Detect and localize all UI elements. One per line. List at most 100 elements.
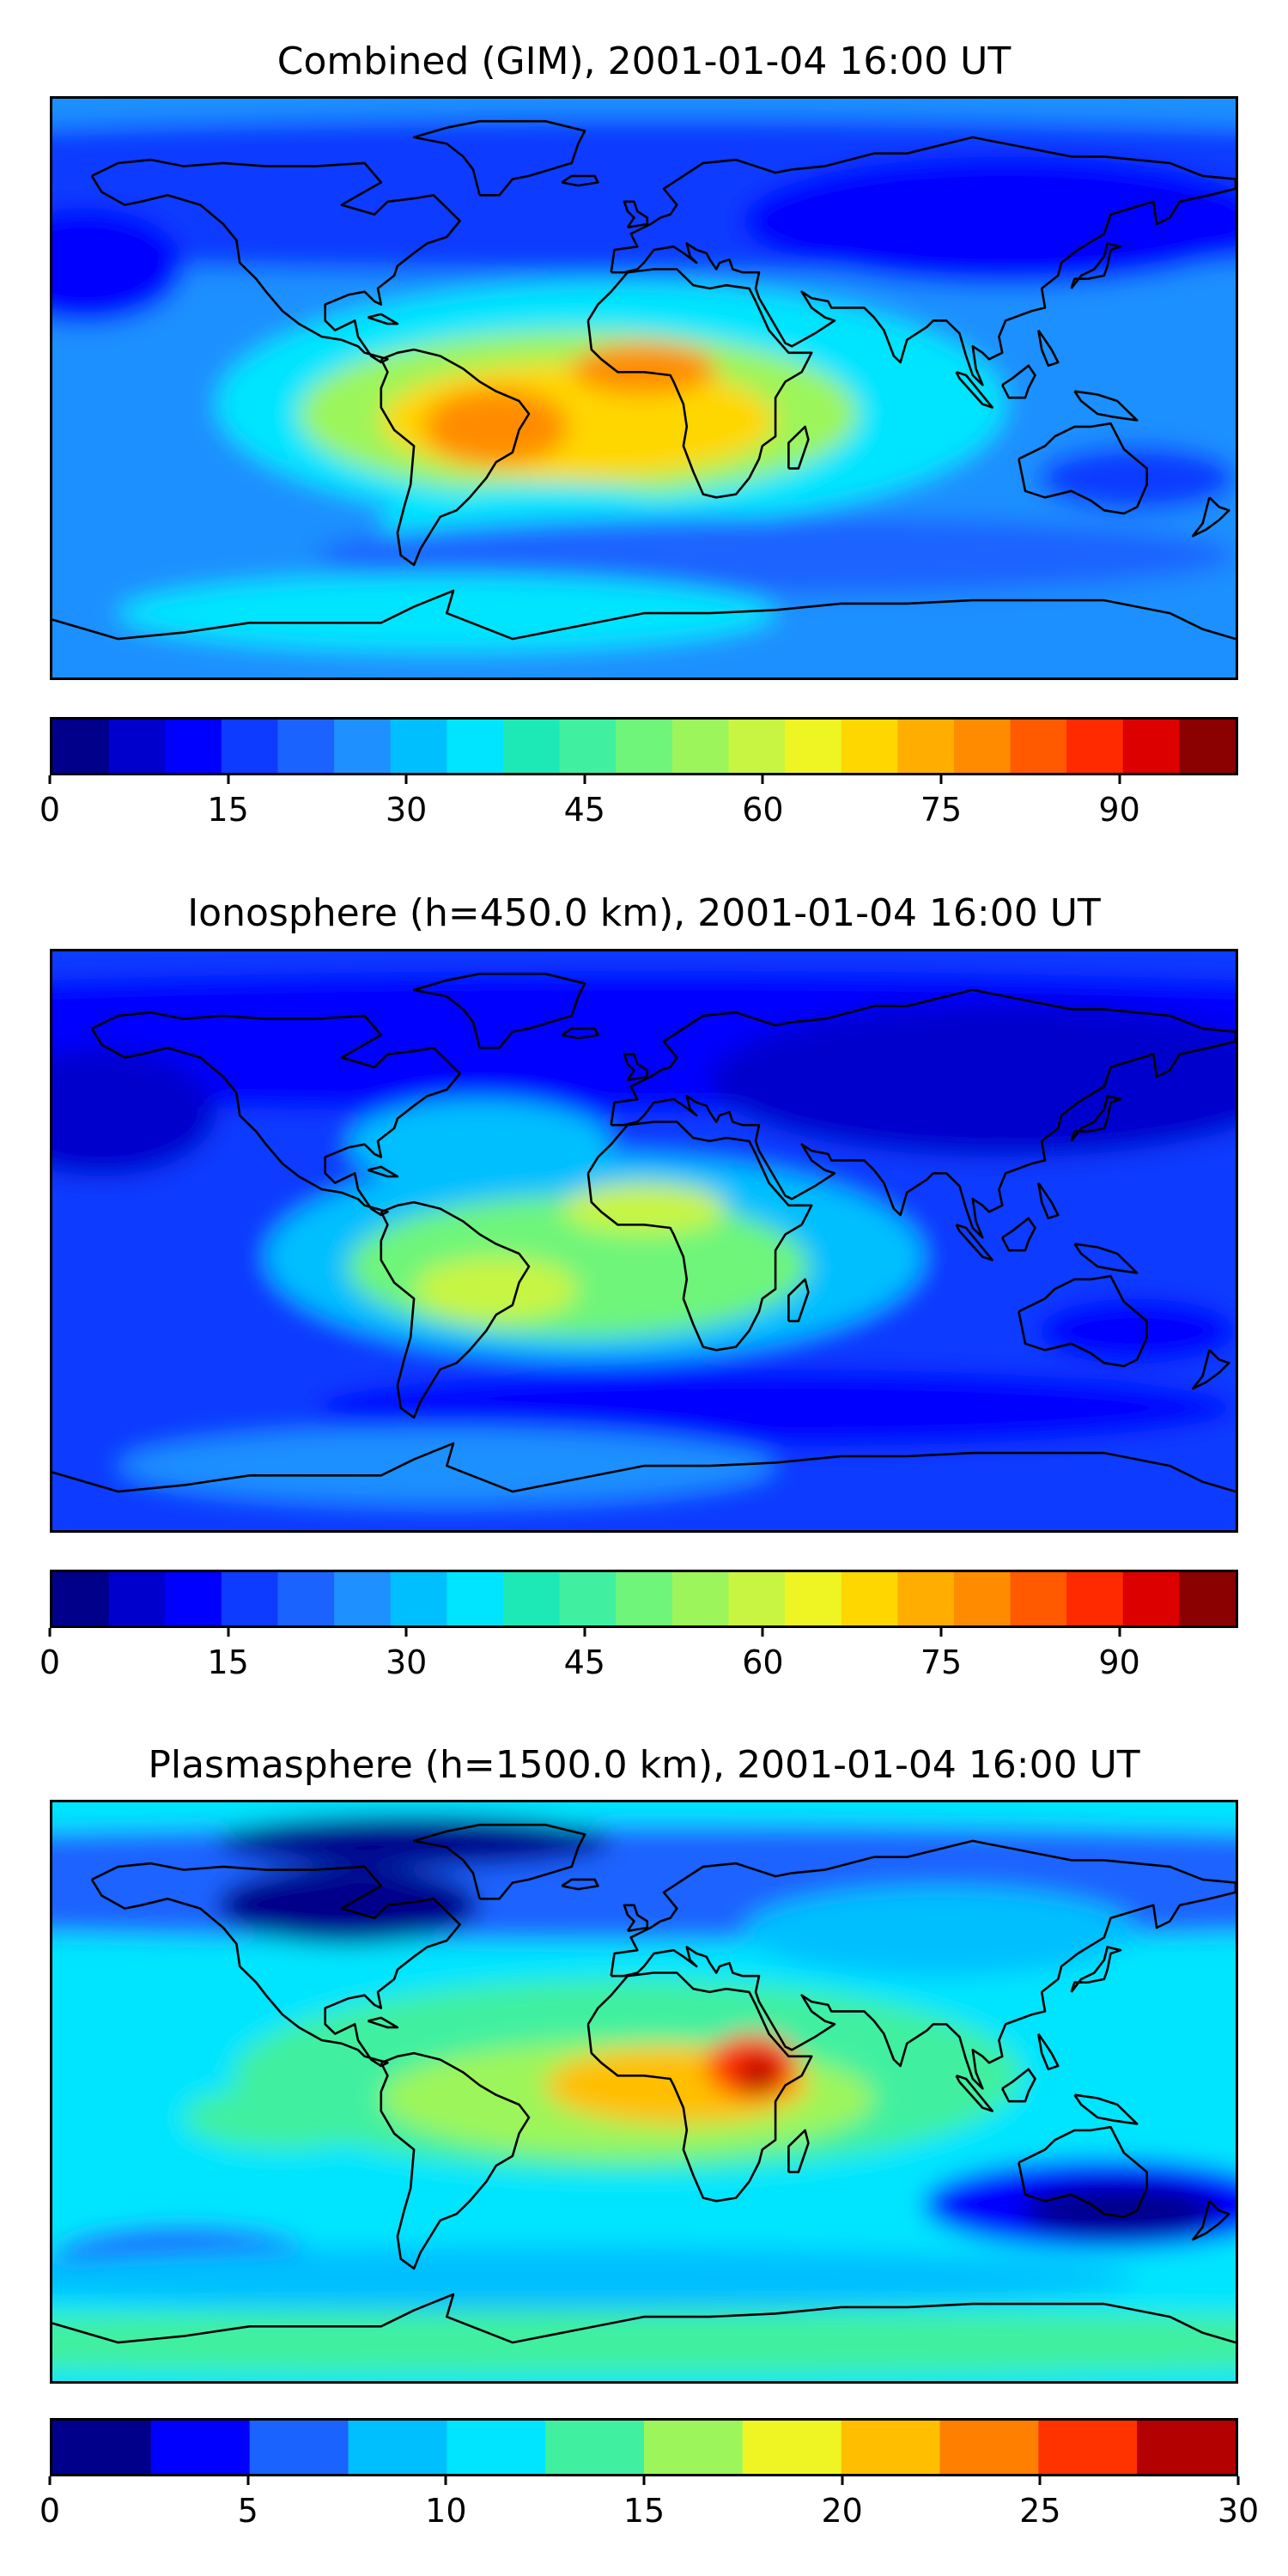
coastline-10 xyxy=(1073,1242,1139,1274)
coastline-0 xyxy=(90,1011,461,1217)
coastline-4 xyxy=(1018,2125,1148,2219)
panel-title-combined: Combined (GIM), 2001-01-04 16:00 UT xyxy=(276,39,1012,83)
colorbar-segment-11 xyxy=(671,720,730,773)
colorbar-tick-2 xyxy=(404,775,408,784)
coastline-7 xyxy=(412,972,586,1049)
field-south-america-crest xyxy=(414,1256,579,1321)
colorbar-ticks-plasmasphere: 0 5 10 15 20 25 30 xyxy=(39,2476,1259,2531)
colorbar-segment-19 xyxy=(1122,720,1180,773)
colorbar-tick-label-1: 15 xyxy=(207,1643,249,1681)
coastlines xyxy=(52,1823,1236,2344)
coastline-1 xyxy=(380,1200,531,1419)
field-australia-core xyxy=(1022,2184,1219,2237)
colorbar-segment-2 xyxy=(165,720,222,773)
colorbar-segment-17 xyxy=(1010,1572,1067,1625)
colorbar-segment-3 xyxy=(221,1572,279,1625)
coastline-5 xyxy=(623,1904,649,1933)
colorbar-segment-12 xyxy=(728,1572,786,1625)
colorbar-segment-16 xyxy=(953,1572,1012,1625)
colorbar-segment-1 xyxy=(108,1572,166,1625)
colorbar-tick-1 xyxy=(227,1628,230,1637)
coastline-16 xyxy=(1037,2032,1060,2071)
field-africa-crest xyxy=(562,1182,726,1235)
colorbar-tick-label-6: 90 xyxy=(1098,1643,1140,1681)
colorbar-segment-16 xyxy=(953,720,1012,773)
coastline-2 xyxy=(586,268,813,499)
colorbar-segment-7 xyxy=(447,1572,504,1625)
coastline-0 xyxy=(90,158,461,364)
colorbar-tick-4 xyxy=(761,775,764,784)
coastline-6 xyxy=(1070,1095,1122,1142)
colorbar-segment-11 xyxy=(1137,2421,1236,2474)
map-combined-plot xyxy=(52,99,1236,677)
coastline-6 xyxy=(1070,242,1122,289)
field-pacific-west-trough xyxy=(52,208,185,325)
colorbar-segment-2 xyxy=(249,2421,349,2474)
coastlines xyxy=(52,972,1236,1493)
coastline-12 xyxy=(561,1027,599,1040)
colorbar-tick-4 xyxy=(761,1628,764,1637)
coastline-9 xyxy=(1001,364,1036,399)
colorbar-segment-13 xyxy=(785,1572,842,1625)
colorbar-segment-1 xyxy=(108,720,166,773)
coastline-7 xyxy=(412,119,586,197)
colorbar-tick-3 xyxy=(583,1628,586,1637)
colorbar-tick-5 xyxy=(939,1628,943,1637)
colorbar-tick-0 xyxy=(48,775,52,784)
coastline-14 xyxy=(1191,1349,1230,1390)
colorbar-segment-7 xyxy=(742,2421,842,2474)
colorbar-segment-6 xyxy=(644,2421,744,2474)
colorbar-segment-8 xyxy=(502,1572,561,1625)
coastline-1 xyxy=(380,2051,531,2270)
tec-field xyxy=(52,951,1236,1530)
colorbar-segment-12 xyxy=(728,720,786,773)
colorbar-segment-19 xyxy=(1122,1572,1180,1625)
colorbar-tick-1 xyxy=(246,2476,250,2485)
field-south-america-peak xyxy=(423,388,568,465)
coastline-15 xyxy=(368,2016,399,2029)
colorbar-segment-9 xyxy=(559,720,617,773)
coastlines xyxy=(52,119,1236,641)
field-south-band xyxy=(52,2245,1137,2311)
colorbar-segment-20 xyxy=(1179,720,1236,773)
colorbar-tick-6 xyxy=(1118,1628,1121,1637)
colorbar-tick-label-6: 30 xyxy=(1217,2492,1260,2530)
colorbar-segment-5 xyxy=(334,720,392,773)
colorbar-tick-label-1: 15 xyxy=(207,791,249,829)
field-east-africa-peak xyxy=(739,2056,779,2095)
colorbar-tick-label-1: 5 xyxy=(237,2492,258,2530)
field-south-band xyxy=(315,1369,1236,1447)
colorbar-ticks-ionosphere: 0 15 30 45 60 75 90 xyxy=(39,1628,1238,1683)
coastline-15 xyxy=(368,313,399,325)
colorbar-tick-label-5: 75 xyxy=(920,1643,963,1681)
colorbar-tick-1 xyxy=(227,775,230,784)
colorbar-segment-13 xyxy=(785,720,842,773)
colorbar-plasmasphere xyxy=(50,2418,1238,2476)
coastline-11 xyxy=(787,2129,810,2173)
field-pacific-west-trough xyxy=(52,1048,217,1177)
colorbar-segment-14 xyxy=(841,1572,898,1625)
coastline-2 xyxy=(586,1121,813,1352)
colorbar-tick-0 xyxy=(48,2476,52,2485)
colorbar-tick-3 xyxy=(642,2476,646,2485)
coastline-5 xyxy=(623,1053,649,1082)
field-asia-trough xyxy=(709,1002,1236,1157)
colorbar-ionosphere xyxy=(50,1570,1238,1628)
colorbar-segment-3 xyxy=(221,720,279,773)
colorbar-tick-4 xyxy=(841,2476,844,2485)
coastline-3 xyxy=(610,1839,1236,2090)
coastline-0 xyxy=(90,1862,461,2068)
colorbar-tick-5 xyxy=(939,775,943,784)
field-australia-low xyxy=(1038,1298,1236,1364)
colorbar-segment-4 xyxy=(447,2421,546,2474)
colorbar-tick-label-5: 25 xyxy=(1019,2492,1061,2530)
colorbar-tick-5 xyxy=(1038,2476,1042,2485)
field-australia-low xyxy=(1038,446,1236,511)
colorbar-segment-6 xyxy=(390,720,447,773)
field-antarctica xyxy=(52,2310,1236,2375)
colorbar-segment-9 xyxy=(559,1572,617,1625)
field-south-band xyxy=(315,516,1236,594)
colorbar-tick-label-3: 45 xyxy=(563,1643,605,1681)
colorbar-segment-20 xyxy=(1179,1572,1236,1625)
